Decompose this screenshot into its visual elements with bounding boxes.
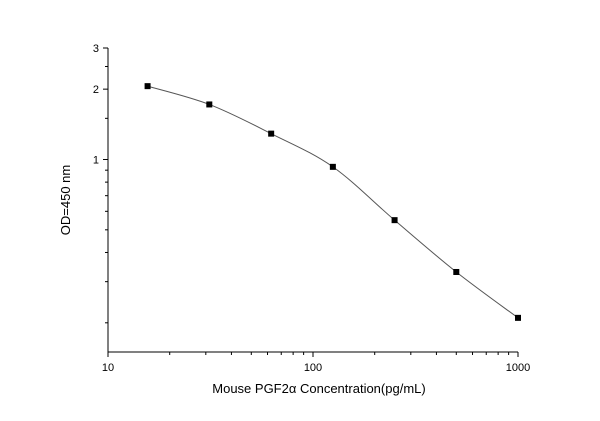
y-tick-label: 1 xyxy=(93,154,99,166)
axes: 10 100 1000 1 2 3 xyxy=(93,43,530,374)
x-tick-label: 10 xyxy=(102,362,114,374)
y-axis-label: OD=450 nm xyxy=(58,165,73,235)
data-point xyxy=(144,83,151,90)
data-points xyxy=(144,83,521,321)
data-point xyxy=(206,101,213,108)
data-point xyxy=(329,163,336,170)
data-point xyxy=(515,314,521,321)
x-axis-label: Mouse PGF2α Concentration(pg/mL) xyxy=(212,381,425,396)
data-point xyxy=(391,217,398,224)
y-tick-label: 2 xyxy=(93,84,99,96)
data-point xyxy=(453,268,460,275)
y-tick-label: 3 xyxy=(93,43,99,55)
fit-curve-layer xyxy=(147,85,519,319)
x-tick-label: 100 xyxy=(304,362,322,374)
x-tick-label: 1000 xyxy=(506,362,530,374)
data-point xyxy=(268,130,275,137)
fit-curve xyxy=(147,85,519,319)
